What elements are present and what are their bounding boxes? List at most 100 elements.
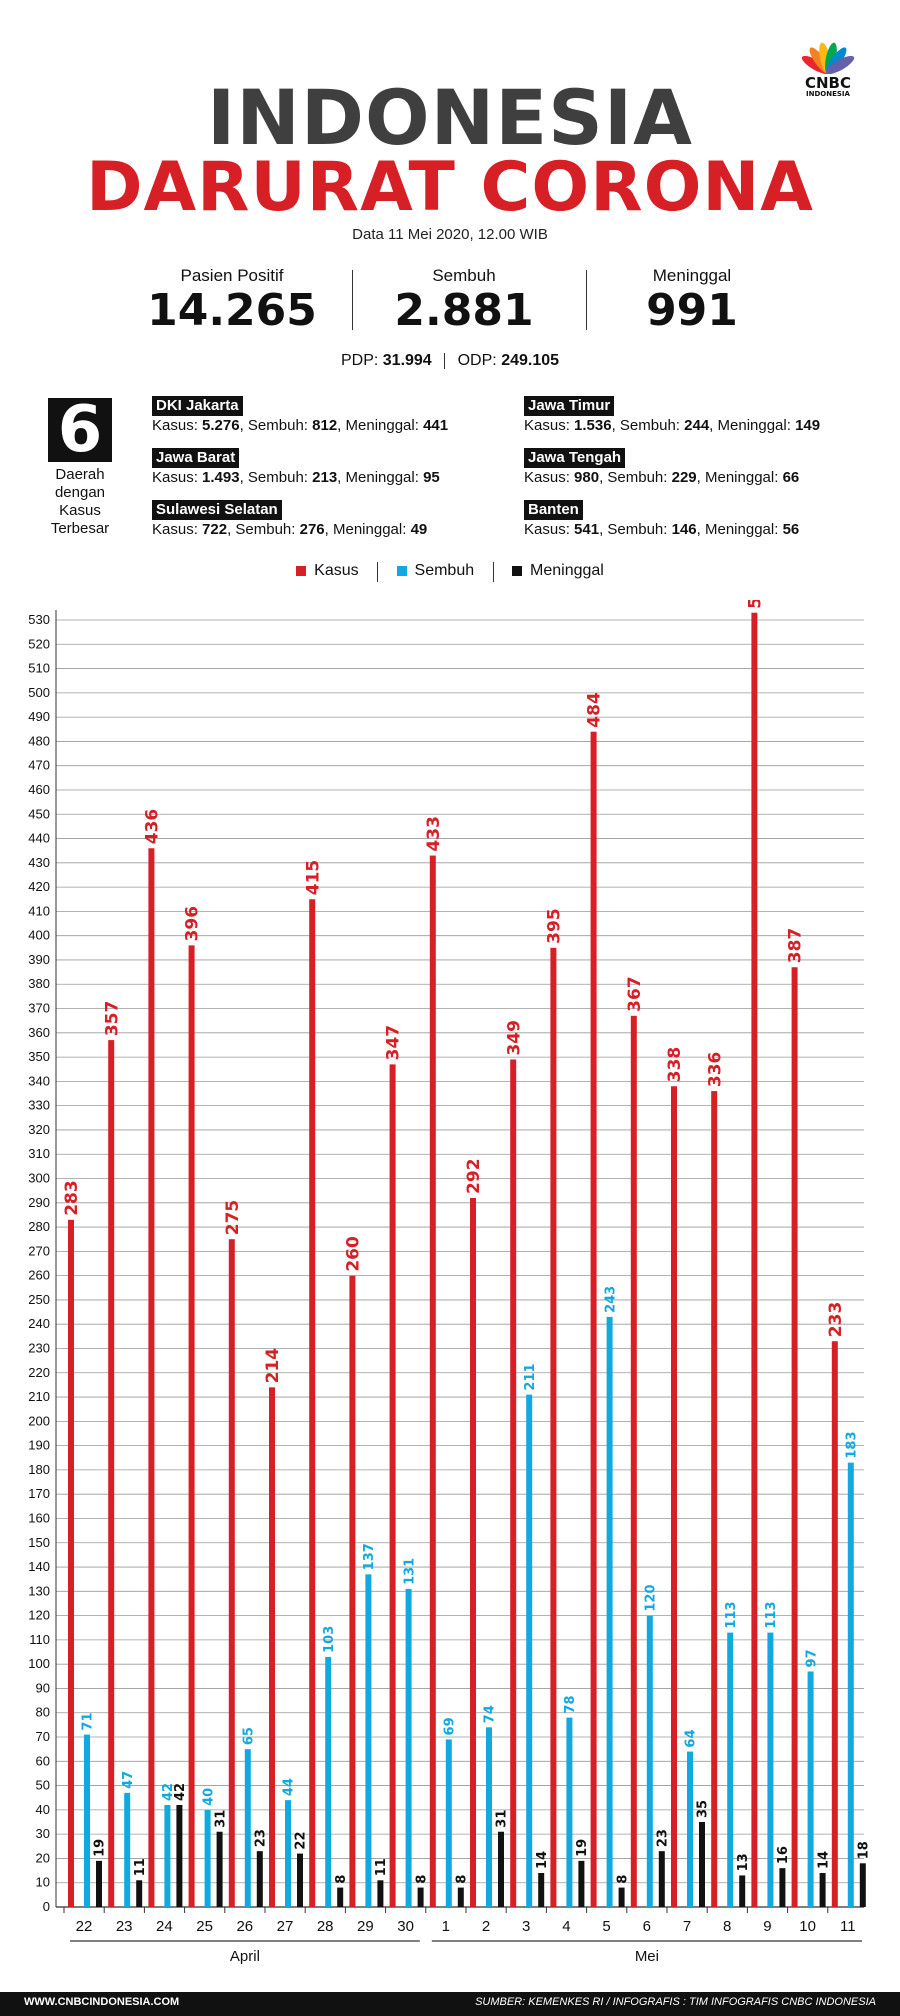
legend-swatch bbox=[512, 566, 523, 577]
stat-sembuh: Sembuh 2.881 bbox=[344, 266, 584, 336]
bar-kasus bbox=[108, 1040, 115, 1907]
bar-meninggal bbox=[176, 1805, 183, 1907]
y-tick-label: 340 bbox=[28, 1073, 50, 1088]
kasus-value: 541 bbox=[574, 521, 600, 538]
data-label-kasus: 484 bbox=[585, 692, 605, 728]
caption-line: Kasus bbox=[59, 502, 101, 519]
y-tick-label: 290 bbox=[28, 1195, 50, 1210]
bar-sembuh bbox=[84, 1734, 90, 1907]
region-stats: Kasus: 722, Sembuh: 276, Meninggal: 49 bbox=[152, 521, 428, 538]
x-tick-label: 24 bbox=[156, 1918, 173, 1935]
y-tick-label: 240 bbox=[28, 1316, 50, 1331]
data-label-meninggal: 14 bbox=[535, 1851, 550, 1869]
stat-label: Sembuh bbox=[432, 266, 496, 285]
sembuh-value: 244 bbox=[684, 417, 710, 434]
bar-meninggal bbox=[699, 1822, 705, 1907]
stat-divider bbox=[352, 270, 353, 330]
region-jawa-barat: Jawa Barat Kasus: 1.493, Sembuh: 213, Men… bbox=[152, 448, 440, 488]
legend-sembuh: Sembuh bbox=[396, 562, 474, 580]
y-tick-label: 10 bbox=[36, 1875, 50, 1890]
region-caption: Daerah dengan Kasus Terbesar bbox=[40, 466, 120, 538]
data-label-sembuh: 65 bbox=[241, 1727, 256, 1745]
bar-meninggal bbox=[498, 1831, 504, 1907]
y-tick-label: 250 bbox=[28, 1292, 50, 1307]
y-tick-label: 70 bbox=[36, 1729, 50, 1744]
data-label-sembuh: 78 bbox=[563, 1695, 578, 1713]
data-label-kasus: 275 bbox=[223, 1200, 243, 1236]
kasus-label: Kasus: bbox=[152, 521, 198, 538]
bar-kasus bbox=[831, 1341, 838, 1907]
y-tick-label: 330 bbox=[28, 1098, 50, 1113]
data-label-meninggal: 19 bbox=[93, 1839, 108, 1857]
x-tick-label: 2 bbox=[482, 1918, 490, 1935]
chart-legend: Kasus Sembuh Meninggal bbox=[0, 562, 900, 582]
meninggal-value: 95 bbox=[423, 469, 440, 486]
y-tick-label: 130 bbox=[28, 1583, 50, 1598]
bar-sembuh bbox=[566, 1717, 573, 1907]
data-label-kasus: 433 bbox=[424, 816, 444, 852]
data-label-sembuh: 131 bbox=[402, 1558, 417, 1585]
legend-swatch bbox=[396, 566, 407, 577]
stat-positif: Pasien Positif 14.265 bbox=[112, 266, 352, 336]
data-label-sembuh: 97 bbox=[804, 1649, 819, 1667]
sembuh-value: 146 bbox=[671, 521, 697, 538]
bar-sembuh bbox=[486, 1727, 492, 1907]
y-tick-label: 210 bbox=[28, 1389, 50, 1404]
data-label-meninggal: 11 bbox=[133, 1858, 148, 1876]
y-tick-label: 300 bbox=[28, 1171, 50, 1186]
footer-website[interactable]: WWW.CNBCINDONESIA.COM bbox=[24, 1996, 180, 2008]
title-line2: DARURAT CORONA bbox=[86, 148, 814, 227]
data-label-sembuh: 74 bbox=[483, 1705, 498, 1723]
x-tick-label: 5 bbox=[602, 1918, 610, 1935]
data-label-kasus: 338 bbox=[665, 1047, 685, 1083]
data-label-sembuh: 69 bbox=[442, 1717, 457, 1735]
region-jawa-tengah: Jawa Tengah Kasus: 980, Sembuh: 229, Meni… bbox=[524, 448, 799, 488]
bar-sembuh bbox=[807, 1671, 814, 1907]
bar-meninggal bbox=[538, 1873, 545, 1907]
data-label-kasus: 357 bbox=[102, 1001, 122, 1037]
pdp-label: PDP: bbox=[340, 352, 379, 369]
legend-divider bbox=[492, 562, 494, 582]
y-tick-label: 370 bbox=[28, 1001, 50, 1016]
y-tick-label: 260 bbox=[28, 1268, 50, 1283]
bar-sembuh bbox=[244, 1749, 251, 1907]
region-sulawesi-selatan: Sulawesi Selatan Kasus: 722, Sembuh: 276,… bbox=[152, 500, 427, 540]
bar-kasus bbox=[309, 899, 316, 1907]
data-label-kasus: 533 bbox=[746, 600, 766, 609]
bar-kasus bbox=[630, 1015, 637, 1907]
bar-kasus bbox=[751, 612, 758, 1907]
kasus-label: Kasus: bbox=[524, 417, 570, 434]
data-label-meninggal: 31 bbox=[213, 1810, 228, 1828]
meninggal-label: Meninggal: bbox=[345, 469, 419, 486]
daily-cases-chart: 0102030405060708090100110120130140150160… bbox=[28, 600, 871, 1965]
y-tick-label: 490 bbox=[28, 709, 50, 724]
data-label-kasus: 349 bbox=[504, 1020, 524, 1056]
bar-meninggal bbox=[618, 1887, 625, 1907]
kasus-value: 1.493 bbox=[202, 469, 240, 486]
data-label-meninggal: 8 bbox=[454, 1875, 469, 1884]
y-tick-label: 400 bbox=[28, 928, 50, 943]
data-label-sembuh: 44 bbox=[282, 1778, 297, 1796]
data-label-kasus: 436 bbox=[143, 809, 163, 845]
sembuh-value: 812 bbox=[312, 417, 338, 434]
legend-label: Meninggal bbox=[530, 562, 604, 580]
caption-line: dengan bbox=[54, 484, 106, 501]
x-tick-label: 10 bbox=[799, 1918, 816, 1935]
x-tick-label: 29 bbox=[357, 1918, 374, 1935]
data-label-sembuh: 113 bbox=[724, 1601, 739, 1628]
data-label-meninggal: 14 bbox=[816, 1851, 831, 1869]
stat-value: 14.265 bbox=[147, 285, 317, 336]
y-tick-label: 380 bbox=[28, 976, 50, 991]
data-label-sembuh: 71 bbox=[81, 1712, 96, 1730]
meninggal-value: 441 bbox=[423, 417, 449, 434]
region-name: Jawa Timur bbox=[524, 396, 615, 416]
bar-meninggal bbox=[297, 1853, 303, 1907]
pdp-divider bbox=[444, 352, 446, 369]
sembuh-value: 213 bbox=[312, 469, 338, 486]
x-tick-label: 8 bbox=[723, 1918, 731, 1935]
y-tick-label: 50 bbox=[36, 1778, 50, 1793]
data-label-sembuh: 113 bbox=[764, 1601, 779, 1628]
data-label-kasus: 367 bbox=[625, 976, 645, 1012]
bar-kasus bbox=[510, 1059, 517, 1907]
data-label-kasus: 283 bbox=[62, 1180, 82, 1216]
